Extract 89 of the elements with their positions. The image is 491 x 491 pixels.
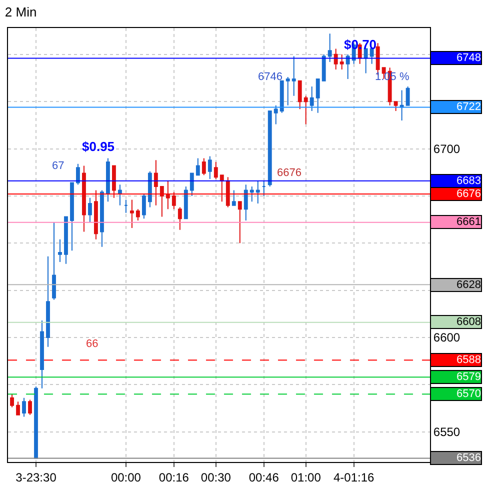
ref-line-label: 6676 (456, 188, 481, 200)
candlestick (184, 186, 188, 220)
candlestick (118, 184, 122, 206)
x-tick-label: 00:30 (200, 470, 232, 484)
candlestick (196, 158, 200, 176)
candlestick (130, 199, 134, 229)
candlestick (88, 197, 92, 223)
candlestick (112, 165, 116, 198)
candlestick (28, 399, 32, 416)
candlestick (400, 90, 404, 121)
candlestick (70, 182, 74, 252)
candlestick (232, 190, 236, 206)
candlestick (244, 184, 248, 221)
ref-line-label: 6628 (456, 279, 481, 291)
annotation: 6746 (258, 71, 282, 83)
candlestick (262, 180, 266, 196)
candlestick (292, 56, 296, 96)
ref-line-label: 6570 (456, 388, 481, 400)
ref-line-label: 6661 (456, 216, 481, 228)
x-tick-label: 01:00 (290, 470, 322, 484)
candlestick (328, 33, 332, 62)
ref-line-label: 6748 (456, 52, 481, 64)
candlestick (322, 54, 326, 82)
y-tick-label: 6600 (433, 330, 460, 345)
candlestick (94, 190, 98, 240)
candlestick (160, 186, 164, 218)
candlestick (250, 186, 254, 202)
ref-line-label: 6608 (456, 316, 481, 328)
candlestick (280, 80, 284, 114)
candlestick (334, 48, 338, 70)
candlestick (124, 199, 128, 214)
candlestick (58, 238, 62, 262)
candlestick (22, 397, 26, 418)
y-tick-label: 6700 (433, 142, 460, 156)
candlestick (100, 190, 104, 248)
annotation: 6676 (277, 167, 302, 179)
x-tick-label: 00:46 (248, 470, 280, 484)
candlestick (64, 216, 68, 264)
candlestick (166, 180, 170, 210)
candlestick (340, 54, 344, 70)
candlestick (106, 158, 110, 202)
x-tick-label: 00:00 (110, 470, 142, 484)
y-tick-label: 6550 (433, 425, 460, 440)
candlestick (178, 206, 182, 230)
candlestick (316, 78, 320, 114)
candlestick (286, 76, 290, 106)
candlestick (298, 80, 302, 110)
candlestick (76, 163, 80, 186)
candlestick (16, 401, 20, 416)
candlestick (268, 110, 272, 187)
candlestick (190, 172, 194, 196)
candlestick (52, 222, 56, 300)
candlestick (208, 156, 212, 180)
chart-title: 2 Min (4, 4, 37, 20)
candlestick (148, 170, 152, 208)
x-tick-label: 4-01:16 (333, 470, 375, 484)
annotation: $0.70 (344, 37, 377, 52)
candlestick (136, 208, 140, 221)
ref-line-label: 6579 (456, 371, 481, 383)
candlestick (238, 201, 242, 244)
ref-line-label: 6722 (456, 101, 481, 113)
candlestick (40, 320, 44, 389)
candlestick (10, 394, 14, 408)
ref-line-label: 6683 (456, 175, 481, 187)
candlestick (214, 161, 218, 180)
candlestick (154, 160, 158, 206)
candlestick (310, 86, 314, 112)
candlestick (142, 194, 146, 220)
candlestick (274, 104, 278, 125)
candlestick (346, 54, 350, 80)
x-tick-label: 3-23:30 (16, 470, 57, 484)
candlestick (304, 95, 308, 125)
candlestick (406, 86, 410, 106)
candlestick (220, 174, 224, 202)
candlestick (172, 192, 176, 210)
candlestick (202, 158, 206, 176)
candlestick (364, 48, 368, 74)
candlestick (394, 101, 398, 112)
annotation: 67 (52, 160, 64, 172)
ref-line-label: 6588 (456, 354, 481, 366)
candlestick (226, 176, 230, 208)
candlestick (34, 386, 38, 459)
annotation: $0.95 (82, 139, 115, 154)
candlestick (256, 180, 260, 204)
x-tick-label: 00:16 (158, 470, 190, 484)
candlestick (82, 165, 86, 232)
candlestick (46, 256, 50, 348)
ref-line-label: 6536 (456, 452, 481, 464)
annotation: 66 (86, 338, 98, 350)
